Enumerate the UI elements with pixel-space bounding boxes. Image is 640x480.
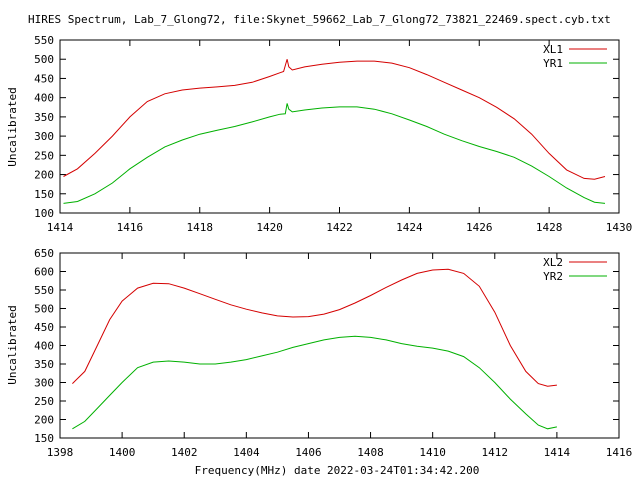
- legend-label-yr1: YR1: [543, 57, 563, 70]
- x-tick-label: 1406: [295, 446, 322, 459]
- x-tick-label: 1424: [396, 221, 423, 234]
- series-line-yr1: [63, 103, 606, 204]
- y-tick-label: 250: [34, 149, 54, 162]
- x-tick-label: 1422: [326, 221, 353, 234]
- y-tick-label: 600: [34, 266, 54, 279]
- chart-panel-2: 150 200 250 300 350 400 450 500 550 600 650 1398 140…: [6, 247, 632, 459]
- plot-frame: [59, 39, 620, 214]
- x-tick-label: 1420: [256, 221, 283, 234]
- series-line-xl1: [63, 59, 606, 180]
- y-tick-label: 150: [34, 188, 54, 201]
- plot-frame: [59, 252, 620, 439]
- y-tick-label: 350: [34, 111, 54, 124]
- legend-label-xl1: XL1: [543, 43, 563, 56]
- y-axis-label: Uncalibrated: [6, 87, 19, 166]
- legend-label-yr2: YR2: [543, 270, 563, 283]
- x-tick-label: 1404: [233, 446, 260, 459]
- x-tick-label: 1398: [47, 446, 74, 459]
- x-tick-label: 1416: [606, 446, 633, 459]
- x-tick-label: 1414: [544, 446, 571, 459]
- y-tick-label: 200: [34, 414, 54, 427]
- y-tick-label: 300: [34, 377, 54, 390]
- y-tick-label: 500: [34, 53, 54, 66]
- chart-panel-1: 100 150 200 250 300 350 400 450 500 550 1414 1416 14…: [6, 34, 632, 234]
- x-tick-label: 1428: [536, 221, 563, 234]
- x-tick-label: 1426: [466, 221, 493, 234]
- y-tick-label: 550: [34, 34, 54, 47]
- series-line-xl2: [72, 268, 557, 387]
- y-tick-label: 350: [34, 358, 54, 371]
- y-tick-label: 450: [34, 72, 54, 85]
- y-tick-label: 150: [34, 432, 54, 445]
- x-tick-label: 1412: [482, 446, 509, 459]
- x-tick-label: 1410: [419, 446, 446, 459]
- x-tick-label: 1400: [109, 446, 136, 459]
- series-line-yr2: [72, 335, 558, 430]
- x-tick-label: 1408: [357, 446, 384, 459]
- x-tick-label: 1402: [171, 446, 198, 459]
- y-tick-label: 100: [34, 207, 54, 220]
- y-tick-label: 650: [34, 247, 54, 260]
- y-tick-label: 250: [34, 395, 54, 408]
- x-tick-label: 1414: [47, 221, 74, 234]
- y-axis-label: Uncalibrated: [6, 305, 19, 384]
- chart-panels: 100 150 200 250 300 350 400 450 500 550 1414 1416 14…: [6, 34, 632, 459]
- x-tick-label: 1430: [606, 221, 633, 234]
- y-tick-label: 400: [34, 92, 54, 105]
- y-tick-label: 300: [34, 130, 54, 143]
- legend-label-xl2: XL2: [543, 256, 563, 269]
- x-tick-label: 1418: [187, 221, 214, 234]
- x-axis-label: Frequency(MHz) date 2022-03-24T01:34:42.…: [195, 464, 480, 477]
- x-tick-label: 1416: [117, 221, 144, 234]
- y-tick-label: 200: [34, 169, 54, 182]
- y-tick-label: 450: [34, 321, 54, 334]
- y-tick-label: 500: [34, 303, 54, 316]
- y-tick-label: 550: [34, 284, 54, 297]
- y-tick-label: 400: [34, 340, 54, 353]
- figure-title: HIRES Spectrum, Lab_7_Glong72, file:Skyn…: [28, 13, 611, 26]
